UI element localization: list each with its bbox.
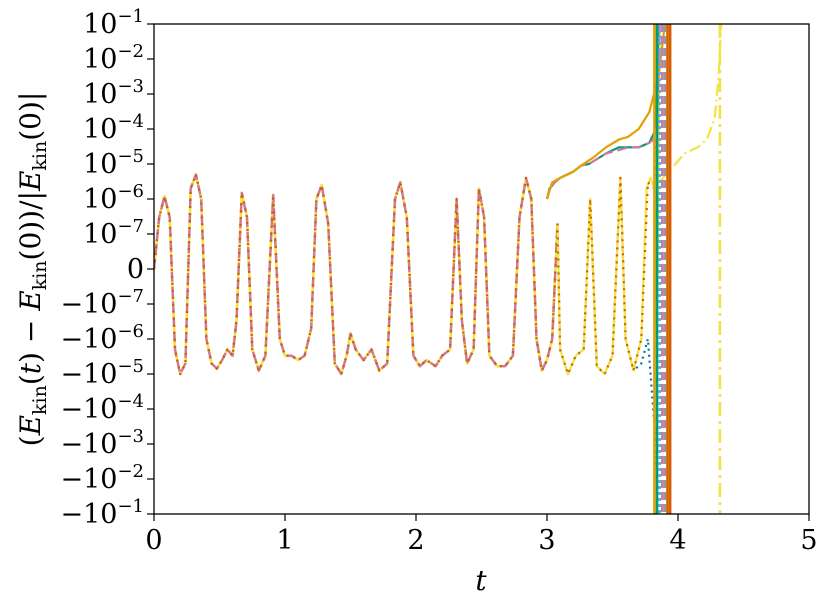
series-line-dashed [154,173,559,376]
y-axis-label-text: (Ekin(t) − Ekin(0))/|Ekin(0)| [14,92,51,447]
y-tick-label: −10−2 [60,461,144,495]
y-tick-label: −10−3 [60,426,144,460]
series-line-base [154,173,559,376]
series-line-late-2 [556,24,660,376]
series-line-diverged-1 [545,24,661,200]
x-tick-label: 0 [145,525,162,556]
x-axis: 0 1 2 3 4 5 [145,514,818,556]
y-axis: 10−110−210−310−410−510−610−70−10−7−10−6−… [60,6,154,530]
series-line-dotted [154,173,559,376]
series-line-diverged-0 [545,24,660,200]
series-line-diverged-2 [545,24,666,200]
y-tick-label: −10−5 [60,356,144,390]
y-tick-label: 0 [127,254,144,285]
plot-frame [153,23,810,515]
plot-lines [154,24,723,514]
series-line-late-0 [556,176,660,514]
y-axis-label: (Ekin(t) − Ekin(0))/|Ekin(0)| [14,92,51,447]
y-tick-label: −10−1 [60,496,144,530]
y-tick-label: 10−6 [83,181,144,215]
y-tick-label: 10−7 [83,216,144,250]
series-line-late-1 [556,24,661,376]
y-tick-label: 10−3 [83,76,144,110]
x-tick-label: 5 [800,525,817,556]
x-tick-label: 3 [538,525,555,556]
y-tick-label: −10−6 [60,321,144,355]
x-tick-label: 4 [669,525,686,556]
y-tick-label: −10−7 [60,286,144,320]
y-tick-label: 10−4 [83,111,144,145]
y-tick-label: −10−4 [60,391,144,425]
x-axis-label: t [475,564,487,597]
y-tick-label: 10−2 [83,41,144,75]
y-tick-label: 10−5 [83,146,144,180]
y-tick-label: 10−1 [83,6,144,40]
x-tick-label: 2 [407,525,424,556]
x-tick-label: 1 [276,525,293,556]
